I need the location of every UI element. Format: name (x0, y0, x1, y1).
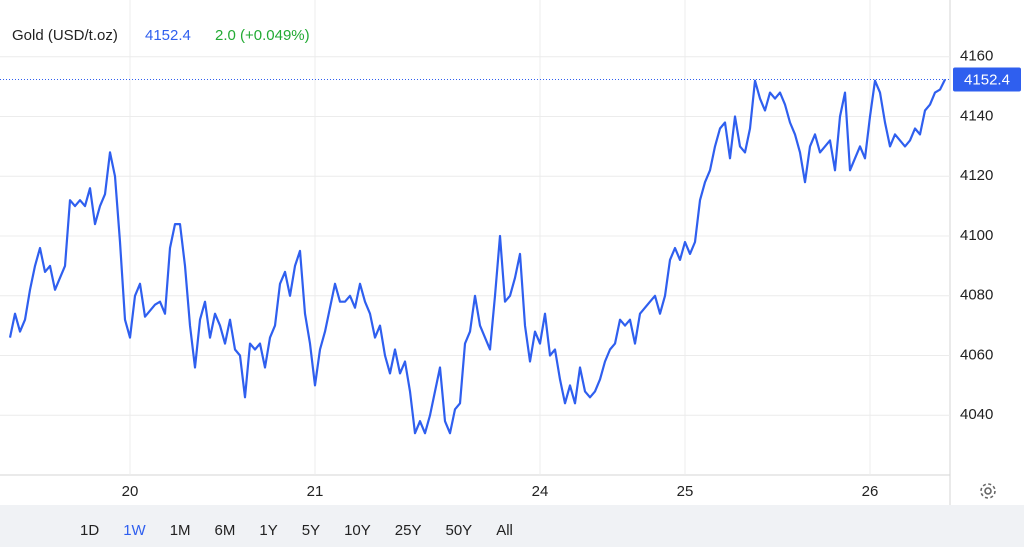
x-tick-label: 26 (862, 483, 879, 500)
x-tick-label: 24 (532, 483, 549, 500)
range-button[interactable]: 10Y (344, 522, 371, 539)
y-tick-label: 4040 (960, 406, 993, 423)
last-price-label: 4152.4 (964, 71, 1010, 88)
chart-title: Gold (USD/t.oz) (12, 27, 118, 44)
y-tick-label: 4140 (960, 107, 993, 124)
y-tick-label: 4060 (960, 346, 993, 363)
y-tick-label: 4080 (960, 287, 993, 304)
y-tick-label: 4120 (960, 167, 993, 184)
x-tick-label: 21 (307, 483, 324, 500)
range-button[interactable]: 50Y (446, 522, 473, 539)
price-change: 2.0 (+0.049%) (215, 27, 310, 44)
range-button[interactable]: 1D (80, 522, 99, 539)
x-tick-label: 25 (677, 483, 694, 500)
range-button[interactable]: 1Y (259, 522, 277, 539)
last-price-badge (953, 67, 1021, 92)
y-tick-label: 4100 (960, 227, 993, 244)
y-tick-label: 4160 (960, 48, 993, 65)
settings-icon[interactable] (980, 483, 996, 499)
range-button[interactable]: 1M (170, 522, 191, 539)
last-price: 4152.4 (145, 27, 191, 44)
range-button[interactable]: 6M (215, 522, 236, 539)
price-line (8, 79, 946, 435)
x-tick-label: 20 (122, 483, 139, 500)
range-button[interactable]: 1W (123, 522, 146, 539)
range-button[interactable]: All (496, 522, 513, 539)
range-button[interactable]: 5Y (302, 522, 320, 539)
range-button[interactable]: 25Y (395, 522, 422, 539)
toolbar-background (0, 505, 1024, 547)
